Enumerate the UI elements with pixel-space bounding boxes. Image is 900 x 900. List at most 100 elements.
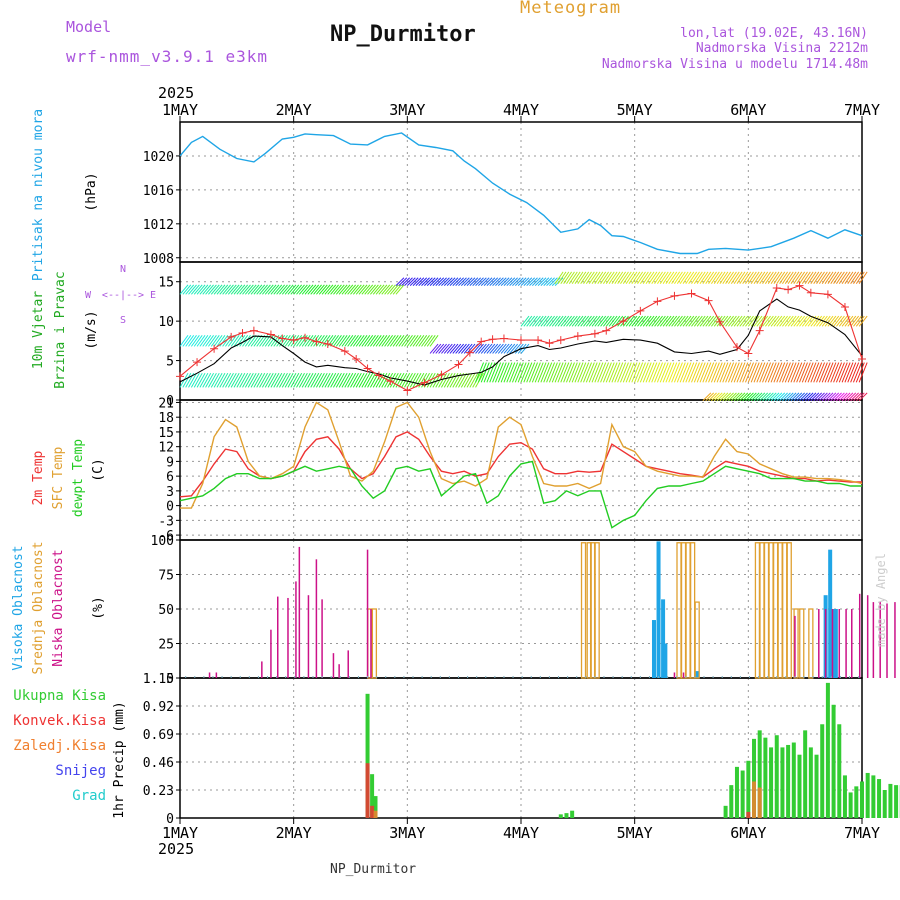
dewpoint-title: dewpt Temp <box>71 439 86 517</box>
wind-vector-stick <box>307 335 317 347</box>
wind-vector-stick <box>350 335 359 347</box>
y-tick-label: 0 <box>166 394 174 409</box>
wind-vector-stick <box>503 277 513 287</box>
wind-vector-stick <box>347 284 357 295</box>
wind-vector-stick <box>517 362 527 383</box>
wind-vector-stick <box>364 372 374 388</box>
wind-vector-stick <box>841 271 851 284</box>
wind-vector-stick <box>401 335 411 347</box>
wind-vector-stick <box>395 335 405 347</box>
wind-vector-stick <box>370 284 379 295</box>
wind-vector-stick <box>392 335 402 347</box>
wind-vector-stick <box>475 277 484 287</box>
wind-vector-stick <box>500 277 510 287</box>
wind-vector-stick <box>682 362 692 383</box>
wind-vector-stick <box>514 343 524 354</box>
wind-vector-stick <box>577 315 587 327</box>
wind-vector-stick <box>830 271 840 284</box>
y-tick-label: 0.92 <box>143 700 174 715</box>
wind-vector-stick <box>767 271 777 284</box>
wind-vector-stick <box>762 362 772 383</box>
wind-vector-stick <box>227 284 237 295</box>
wind-vector-stick <box>745 392 754 402</box>
y-tick-label: 9 <box>166 455 174 470</box>
panel-frame <box>179 399 863 541</box>
wind-vector-stick <box>404 335 413 347</box>
x-tick-label-bottom: 2MAY <box>276 824 312 842</box>
wind-vector-stick <box>801 362 811 383</box>
wind-vector-stick <box>247 284 257 295</box>
wind-vector-stick <box>276 284 285 295</box>
mid-cloud-bar <box>768 542 774 679</box>
wind-vector-stick <box>702 271 712 284</box>
dewpoint-line <box>179 460 862 529</box>
wind-vector-stick <box>355 335 365 347</box>
wind-vector-stick <box>799 271 808 284</box>
wind-vector-stick <box>745 362 754 383</box>
wind-vector-stick <box>702 392 712 402</box>
wind-vector-stick <box>554 315 564 327</box>
wind-vector-stick <box>477 343 487 354</box>
wind-vector-stick <box>790 271 800 284</box>
wind-vector-stick <box>588 271 598 284</box>
mid-cloud-bar <box>594 542 600 679</box>
wind-vector-stick <box>594 362 604 383</box>
wind-vector-stick <box>497 343 507 354</box>
wind-vector-stick <box>600 362 610 383</box>
wind-vector-stick <box>651 315 661 327</box>
wind-vector-stick <box>642 271 652 284</box>
total-precip-bar <box>860 781 864 818</box>
low-cloud-bar <box>886 603 888 678</box>
wind-gust-marker <box>619 317 628 326</box>
wind-vector-stick <box>520 362 530 383</box>
wind-vector-stick <box>818 362 828 383</box>
wind-vector-stick <box>782 315 791 327</box>
wind-gust-marker <box>653 297 662 306</box>
wind-vector-stick <box>716 392 726 402</box>
wind-vector-stick <box>230 284 240 295</box>
wind-vector-stick <box>290 372 300 388</box>
wind-vector-stick <box>210 284 220 295</box>
wind-vector-stick <box>713 315 723 327</box>
wind-vector-stick <box>500 343 510 354</box>
wind-vector-stick <box>790 392 800 402</box>
wind-vector-stick <box>557 315 567 327</box>
wind-vector-stick <box>583 315 592 327</box>
x-tick-label-top: 1MAY <box>162 101 198 119</box>
wind-vector-stick <box>284 335 294 347</box>
low-cloud-bar <box>277 596 279 678</box>
wind-vector-stick <box>585 315 595 327</box>
wind-vector-stick <box>716 362 726 383</box>
x-tick-label-bottom: 1MAY <box>162 824 198 842</box>
wind-vector-stick <box>378 335 388 347</box>
wind-vector-stick <box>631 315 641 327</box>
wind-vector-stick <box>512 277 521 287</box>
wind-vector-stick <box>313 284 322 295</box>
wind-vector-stick <box>742 362 752 383</box>
wind-vector-stick <box>469 277 479 287</box>
low-cloud-bar <box>208 672 211 678</box>
wind-vector-stick <box>210 335 220 347</box>
year-label-bottom: 2025 <box>158 840 194 858</box>
wind-vector-stick <box>367 284 376 295</box>
wind-vector-stick <box>395 284 405 295</box>
wind-vector-stick <box>489 343 499 354</box>
wind-vector-stick <box>742 315 752 327</box>
y-tick-label: -6 <box>158 529 174 544</box>
wind-vector-stick <box>389 284 399 295</box>
wind-vector-stick <box>602 362 612 383</box>
y-tick-label: 1008 <box>143 252 174 267</box>
wind-vector-stick <box>634 315 644 327</box>
wind-vector-stick <box>674 315 683 327</box>
wind-vector-stick <box>313 372 322 388</box>
mid-cloud-bar <box>580 542 587 679</box>
wind-vector-stick <box>668 315 678 327</box>
compass-arrows: <--|--> <box>102 290 144 301</box>
wind-vector-stick <box>736 271 746 284</box>
wind-vector-stick <box>193 335 203 347</box>
wind-vector-stick <box>850 392 859 402</box>
wind-gust-marker <box>590 329 599 338</box>
total-precip-bar <box>729 785 734 818</box>
wind-vector-stick <box>691 271 700 284</box>
wind-vector-stick <box>853 392 862 402</box>
